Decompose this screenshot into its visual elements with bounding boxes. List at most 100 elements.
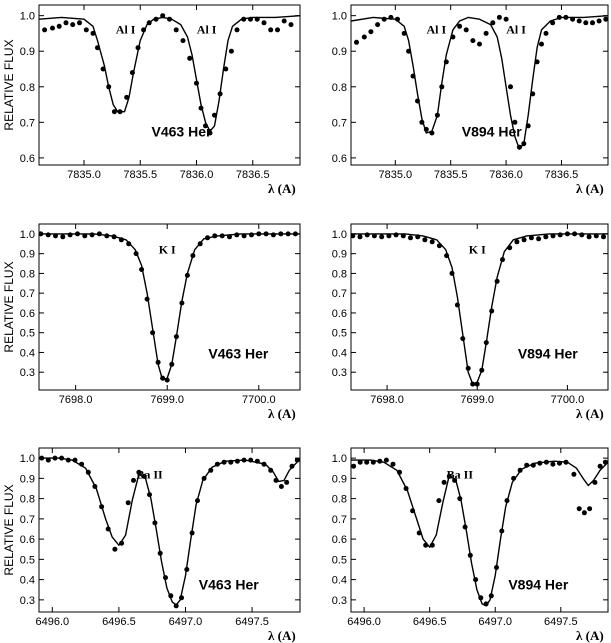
observed-point xyxy=(450,34,456,40)
x-axis-label: λ (A) xyxy=(268,628,296,643)
observed-point xyxy=(241,457,247,463)
y-tick-label: 0.3 xyxy=(332,367,347,379)
y-tick-label: 0.7 xyxy=(20,117,35,129)
observed-point xyxy=(446,473,452,479)
panel-6: 0.3 0.4 0.5 0.6 0.7 0.8 0.9 1.0 6496.0 6496.5 6497… xyxy=(332,447,609,643)
y-tick-label: 0.4 xyxy=(20,575,35,587)
line-id-label: Al I xyxy=(426,22,446,36)
observed-point xyxy=(530,91,536,97)
observed-point xyxy=(85,469,91,475)
y-tick-label: 0.7 xyxy=(332,288,347,300)
y-tick-label: 1.0 xyxy=(332,229,347,241)
observed-point xyxy=(570,16,576,22)
x-tick-label: 6497.0 xyxy=(478,616,512,628)
observed-point xyxy=(581,510,587,516)
observed-point xyxy=(423,126,429,132)
observed-point xyxy=(75,231,80,237)
star-name-label: V463 Her xyxy=(199,577,259,593)
observed-point xyxy=(70,22,76,28)
observed-point xyxy=(117,109,123,115)
observed-point xyxy=(470,381,476,387)
observed-point xyxy=(217,91,223,97)
plot-area xyxy=(351,14,608,150)
observed-point xyxy=(268,27,274,33)
y-tick-label: 0.4 xyxy=(332,575,347,587)
observed-point xyxy=(254,16,260,22)
observed-point xyxy=(92,484,98,489)
x-tick-label: 7835.0 xyxy=(67,169,101,181)
observed-point xyxy=(248,457,254,463)
y-tick-label: 1.0 xyxy=(332,453,347,465)
x-tick-label: 6497.5 xyxy=(235,616,269,628)
observed-point xyxy=(530,462,536,468)
observed-point xyxy=(219,233,225,239)
observed-point xyxy=(179,300,185,306)
observed-point xyxy=(96,231,102,237)
y-tick-label: 0.7 xyxy=(332,117,347,129)
observed-point xyxy=(368,29,374,35)
observed-point xyxy=(173,603,179,609)
observed-point xyxy=(521,141,527,147)
observed-point xyxy=(490,20,496,26)
observed-point xyxy=(597,463,603,469)
observed-point xyxy=(429,130,435,136)
observed-point xyxy=(268,467,274,473)
observed-point xyxy=(187,55,193,61)
y-tick-label: 0.7 xyxy=(20,288,35,300)
observed-point xyxy=(463,27,469,33)
x-tick-label: 7698.0 xyxy=(370,394,404,406)
observed-point xyxy=(294,457,300,463)
observed-point xyxy=(147,492,152,498)
observed-point xyxy=(550,461,556,467)
observed-point xyxy=(157,550,163,556)
observed-point xyxy=(52,455,58,461)
observed-point xyxy=(590,20,595,26)
observed-point xyxy=(488,593,494,599)
observed-point xyxy=(133,251,139,257)
observed-point xyxy=(388,14,394,20)
observed-point xyxy=(125,500,131,506)
observed-point xyxy=(563,14,569,20)
observed-point xyxy=(65,457,71,463)
observed-point xyxy=(602,459,608,465)
observed-point xyxy=(528,235,534,241)
observed-point xyxy=(189,530,195,536)
y-tick-label: 0.6 xyxy=(332,153,347,165)
observed-point xyxy=(483,601,489,607)
observed-point xyxy=(111,234,117,240)
x-axis-label: λ (A) xyxy=(268,181,296,196)
observed-point xyxy=(587,506,593,512)
x-axis-label: λ (A) xyxy=(268,406,296,421)
observed-point xyxy=(223,66,229,72)
observed-point xyxy=(39,231,44,237)
y-tick-label: 0.8 xyxy=(20,82,35,94)
observed-point xyxy=(59,455,65,461)
observed-point xyxy=(364,459,370,465)
observed-point xyxy=(227,234,232,240)
observed-point xyxy=(160,375,166,381)
y-tick-label: 1.0 xyxy=(332,11,347,23)
observed-point xyxy=(77,20,82,26)
observed-point xyxy=(397,469,402,475)
observed-point xyxy=(504,498,510,504)
line-id-label: Al I xyxy=(197,22,217,36)
observed-point xyxy=(444,253,450,259)
x-tick-label: 7698.0 xyxy=(59,394,93,406)
observed-point xyxy=(249,232,254,238)
line-id-label: Ba II xyxy=(136,467,163,481)
observed-point xyxy=(601,234,606,240)
y-axis-label: RELATIVE FLUX xyxy=(2,261,16,352)
observed-point xyxy=(516,144,522,150)
observed-point xyxy=(393,232,399,238)
observed-point xyxy=(289,463,295,469)
observed-point xyxy=(503,16,509,22)
observed-point xyxy=(429,542,435,548)
plot-area xyxy=(39,455,300,609)
y-tick-label: 0.8 xyxy=(20,494,35,506)
observed-point xyxy=(351,233,356,239)
observed-point xyxy=(60,234,66,240)
observed-point xyxy=(410,508,416,514)
observed-point xyxy=(514,239,520,245)
x-tick-label: 7700.0 xyxy=(242,394,276,406)
observed-point xyxy=(153,16,159,22)
